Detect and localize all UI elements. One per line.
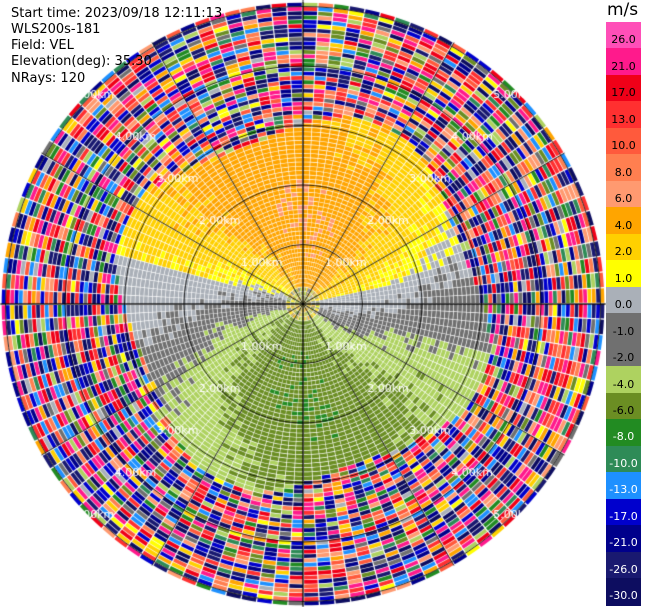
nrays-label: NRays: 120 — [11, 71, 86, 86]
colorbar-segment — [606, 339, 641, 368]
colorbar-tick-label: 10.0 — [611, 139, 636, 153]
colorbar-segment — [606, 313, 641, 341]
elevation-label: Elevation(deg): 35.30 — [11, 54, 152, 69]
colorbar-tick-label: 8.0 — [614, 165, 633, 179]
colorbar-tick-label: -17.0 — [609, 509, 638, 523]
colorbar-tick-label: 2.0 — [614, 245, 633, 259]
ppi-radar-plot — [0, 0, 606, 607]
colorbar-segment — [606, 22, 641, 50]
colorbar-segment — [606, 366, 641, 394]
colorbar-segment — [606, 207, 641, 235]
colorbar-tick-label: 26.0 — [611, 33, 636, 47]
colorbar-tick-label: -8.0 — [612, 430, 635, 444]
colorbar-segment — [606, 445, 641, 474]
colorbar-segment — [606, 154, 641, 182]
colorbar-tick-label: -13.0 — [609, 483, 638, 497]
colorbar-segment — [606, 578, 641, 606]
colorbar-tick-label: -10.0 — [609, 456, 638, 470]
instrument-label: WLS200s-181 — [11, 22, 101, 37]
colorbar-tick-label: -4.0 — [612, 377, 635, 391]
colorbar-tick-label: 6.0 — [614, 192, 633, 206]
colorbar-segment — [606, 472, 641, 500]
colorbar-segment — [606, 392, 641, 421]
colorbar-tick-label: 17.0 — [611, 86, 636, 100]
colorbar-tick-label: 1.0 — [614, 271, 633, 285]
colorbar-segment — [606, 48, 641, 76]
colorbar-segment — [606, 260, 641, 288]
colorbar-segment — [606, 525, 641, 553]
colorbar-segment — [606, 498, 641, 527]
colorbar-segment — [606, 180, 641, 209]
colorbar-tick-label: 13.0 — [611, 112, 636, 126]
colorbar-tick-label: -21.0 — [609, 536, 638, 550]
colorbar-tick-label: -2.0 — [612, 351, 635, 365]
colorbar-segment — [606, 101, 641, 129]
colorbar-segment — [606, 419, 641, 447]
colorbar-segment — [606, 127, 641, 156]
colorbar-tick-label: -1.0 — [612, 324, 635, 338]
field-label: Field: VEL — [11, 38, 74, 53]
colorbar-tick-label: 21.0 — [611, 59, 636, 73]
colorbar: 26.0 21.0 17.0 13.0 10.0 8.0 6.0 4.0 2.0 1.0 0.0 -1… — [606, 22, 641, 606]
colorbar-tick-label: 4.0 — [614, 218, 633, 232]
colorbar-segment — [606, 286, 641, 315]
colorbar-tick-label: 0.0 — [614, 298, 633, 312]
colorbar-unit: m/s — [607, 0, 639, 20]
colorbar-tick-label: -26.0 — [609, 562, 638, 576]
colorbar-tick-label: -30.0 — [609, 589, 638, 603]
colorbar-tick-label: -6.0 — [612, 404, 635, 417]
colorbar-segment — [606, 74, 641, 103]
start-time-label: Start time: 2023/09/18 12:11:13 — [11, 6, 223, 21]
colorbar-segment — [606, 233, 641, 262]
colorbar-segment — [606, 551, 641, 580]
